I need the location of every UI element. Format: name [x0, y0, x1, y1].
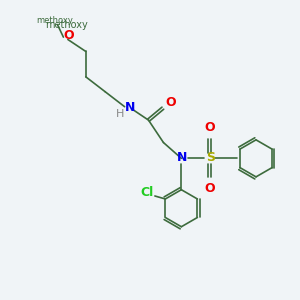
Text: methoxy: methoxy — [36, 16, 73, 25]
Text: O: O — [64, 29, 74, 42]
Text: S: S — [206, 151, 215, 164]
Text: N: N — [125, 101, 135, 114]
Text: methoxy: methoxy — [45, 20, 88, 30]
Text: O: O — [204, 121, 215, 134]
Text: O: O — [166, 96, 176, 109]
Text: O: O — [204, 182, 215, 195]
Text: Cl: Cl — [141, 186, 154, 199]
Text: N: N — [177, 151, 187, 164]
Text: H: H — [116, 109, 124, 119]
